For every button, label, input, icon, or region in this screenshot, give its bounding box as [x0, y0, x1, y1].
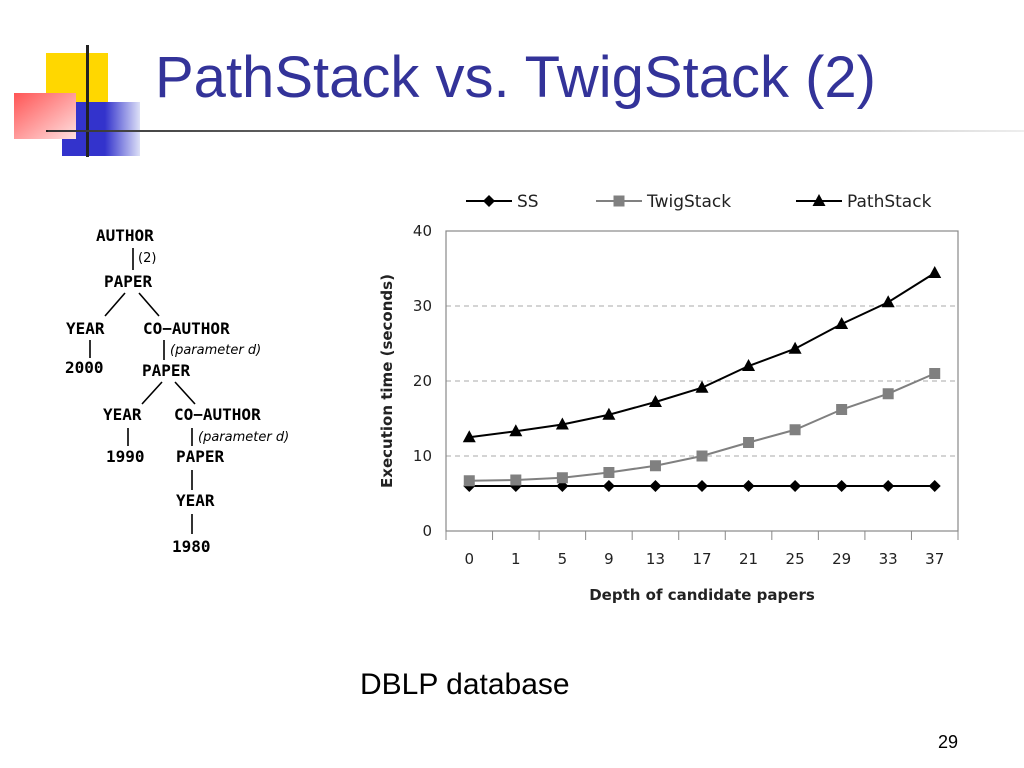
- x-tick-label: 29: [832, 550, 851, 568]
- slide-title: PathStack vs. TwigStack (2): [155, 45, 876, 110]
- deco-vertical-line: [86, 45, 89, 157]
- tree-node-1980: 1980: [172, 537, 211, 556]
- data-point: [696, 450, 708, 462]
- data-point: [881, 295, 895, 308]
- y-axis-ticks: 0 10 20 30 40: [413, 222, 432, 540]
- data-point: [696, 480, 708, 492]
- tree-annotation: (parameter d): [170, 343, 261, 358]
- data-point: [510, 474, 522, 486]
- data-point: [928, 480, 941, 492]
- data-point: [742, 359, 756, 371]
- legend-entry: PathStack: [796, 192, 932, 212]
- tree-annotation: (parameter d): [198, 430, 289, 445]
- chart-legend: SS TwigStack PathStack: [466, 192, 932, 212]
- data-point: [462, 430, 476, 443]
- legend-label: PathStack: [847, 192, 932, 212]
- data-point: [788, 341, 802, 354]
- tree-node-year: YEAR: [103, 405, 142, 424]
- series-pathstack: [462, 266, 942, 443]
- x-tick-label: 17: [692, 550, 711, 568]
- tree-edge: [138, 292, 160, 317]
- tree-node-paper: PAPER: [142, 361, 191, 380]
- tree-edge: [141, 381, 163, 405]
- dataset-caption: DBLP database: [360, 668, 570, 701]
- legend-entry: SS: [466, 192, 539, 212]
- data-point: [882, 388, 894, 400]
- legend-marker: [483, 195, 495, 207]
- x-tick-label: 37: [925, 550, 944, 568]
- data-point: [789, 480, 802, 492]
- x-tick-label: 13: [646, 550, 665, 568]
- data-point: [463, 475, 475, 487]
- data-point: [603, 467, 615, 478]
- query-tree: AUTHOR PAPER YEAR CO−AUTHOR 2000 PAPER Y…: [65, 226, 289, 556]
- data-point: [835, 480, 848, 492]
- title-underline: [48, 130, 1024, 132]
- y-tick-label: 0: [422, 522, 432, 540]
- data-point: [695, 380, 709, 393]
- tree-annotation: (2): [138, 251, 156, 266]
- tree-node-1990: 1990: [106, 447, 145, 466]
- data-point: [743, 437, 755, 448]
- data-point: [836, 404, 848, 415]
- tree-edge: [174, 381, 196, 405]
- plot-area-frame: [445, 230, 959, 532]
- execution-time-chart: SS TwigStack PathStack 0 10 20 30 40 0 1 5 9 13 17 2…: [378, 192, 959, 604]
- tree-node-2000: 2000: [65, 358, 104, 377]
- y-tick-label: 40: [413, 222, 432, 240]
- tree-node-year: YEAR: [66, 319, 105, 338]
- legend-label: SS: [517, 192, 539, 212]
- series-ss: [463, 480, 941, 492]
- data-point: [649, 460, 661, 472]
- x-tick-label: 0: [464, 550, 474, 568]
- slide-number: 29: [938, 732, 959, 752]
- tree-node-coauthor: CO−AUTHOR: [174, 405, 261, 424]
- series-twigstack: [463, 368, 941, 487]
- y-axis-label: Execution time (seconds): [378, 274, 396, 488]
- data-point: [648, 395, 662, 407]
- data-point: [555, 417, 569, 430]
- tree-node-coauthor: CO−AUTHOR: [143, 319, 230, 338]
- data-point: [789, 424, 801, 436]
- data-point: [602, 480, 615, 492]
- x-tick-label: 9: [604, 550, 614, 568]
- legend-marker: [812, 194, 826, 206]
- tree-node-paper: PAPER: [176, 447, 225, 466]
- y-tick-label: 30: [413, 297, 432, 315]
- y-tick-label: 10: [413, 447, 432, 465]
- x-tick-label: 21: [739, 550, 758, 568]
- data-point: [835, 317, 849, 329]
- data-point: [556, 472, 568, 484]
- data-point: [509, 424, 523, 437]
- data-point: [742, 480, 755, 492]
- data-point: [602, 407, 616, 420]
- x-axis-label: Depth of candidate papers: [589, 586, 815, 604]
- legend-marker: [613, 195, 625, 207]
- y-tick-label: 20: [413, 372, 432, 390]
- x-tick-label: 33: [879, 550, 898, 568]
- chart-series: [462, 266, 942, 492]
- tree-node-year: YEAR: [176, 491, 215, 510]
- x-tick-label: 25: [786, 550, 805, 568]
- legend-entry: TwigStack: [596, 192, 731, 212]
- tree-node-paper: PAPER: [104, 272, 153, 291]
- tree-node-author: AUTHOR: [96, 226, 154, 245]
- x-tick-label: 5: [558, 550, 568, 568]
- data-point: [882, 480, 895, 492]
- legend-label: TwigStack: [646, 192, 731, 212]
- data-point: [928, 266, 942, 278]
- tree-edge: [104, 292, 126, 317]
- data-point: [929, 368, 941, 379]
- x-axis-ticks: 0 1 5 9 13 17 21 25 29 33 37: [445, 531, 959, 568]
- x-tick-label: 1: [511, 550, 521, 568]
- data-point: [649, 480, 662, 492]
- deco-red-square: [14, 93, 76, 139]
- series-line: [469, 272, 936, 439]
